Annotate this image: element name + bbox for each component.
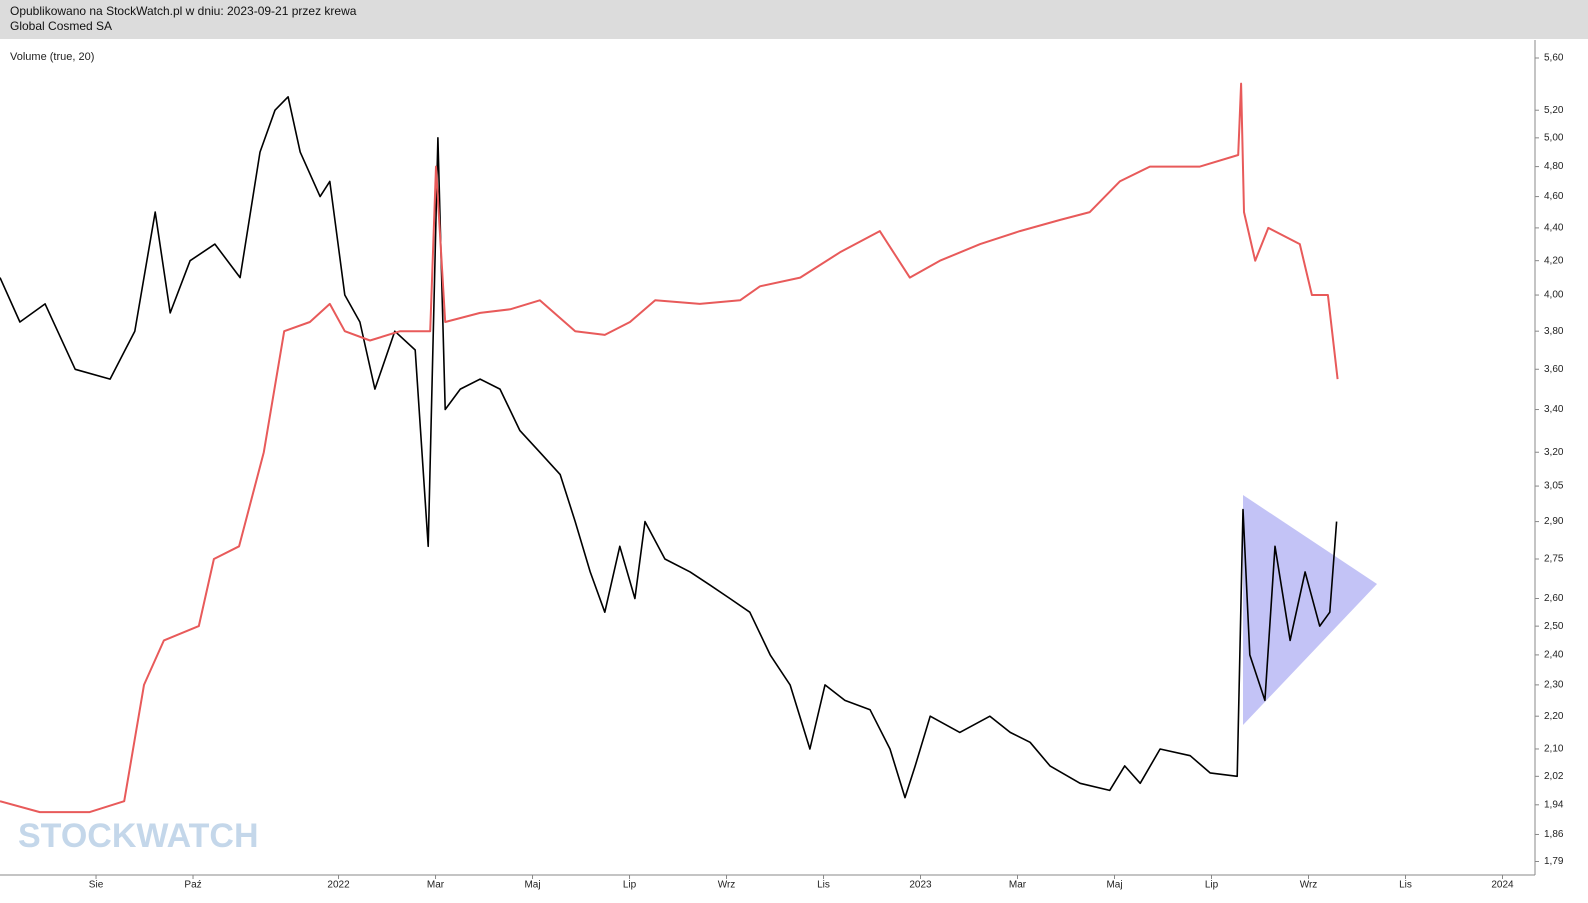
x-tick-label: Maj [524, 880, 540, 891]
watermark: STOCKWATCH [18, 817, 259, 855]
x-tick-label: 2023 [909, 880, 932, 891]
y-tick-label: 4,00 [1544, 290, 1564, 301]
y-tick-label: 5,00 [1544, 132, 1564, 143]
y-tick-label: 3,05 [1544, 481, 1564, 492]
y-tick-label: 3,60 [1544, 364, 1564, 375]
y-tick-label: 2,75 [1544, 554, 1564, 565]
published-note: Opublikowano na StockWatch.pl w dniu: 20… [10, 4, 357, 18]
y-tick-label: 5,60 [1544, 53, 1564, 64]
x-tick-label: Lip [623, 880, 637, 891]
y-tick-label: 3,40 [1544, 404, 1564, 415]
x-tick-label: Mar [427, 880, 445, 891]
price-line [0, 96, 1338, 799]
y-tick-label: 4,80 [1544, 161, 1564, 172]
y-tick-label: 1,94 [1544, 799, 1564, 810]
price-line [0, 82, 1339, 814]
y-tick-label: 2,60 [1544, 593, 1564, 604]
triangle-pattern [1243, 495, 1377, 725]
x-tick-label: Mar [1009, 880, 1027, 891]
instrument-name: Global Cosmed SA [10, 19, 112, 33]
x-tick-label: Lip [1205, 880, 1219, 891]
y-tick-label: 2,90 [1544, 516, 1564, 527]
x-tick-label: Wrz [718, 880, 736, 891]
y-tick-label: 4,20 [1544, 255, 1564, 266]
y-tick-label: 2,40 [1544, 650, 1564, 661]
y-tick-label: 2,10 [1544, 744, 1564, 755]
header-bar [0, 0, 1588, 39]
y-tick-label: 4,60 [1544, 191, 1564, 202]
y-tick-label: 2,30 [1544, 680, 1564, 691]
y-tick-label: 2,20 [1544, 711, 1564, 722]
x-tick-label: Maj [1106, 880, 1122, 891]
x-tick-label: Sie [89, 880, 104, 891]
x-tick-label: Lis [817, 880, 830, 891]
y-tick-label: 2,50 [1544, 621, 1564, 632]
volume-label: Volume (true, 20) [10, 51, 94, 63]
y-tick-label: 1,79 [1544, 856, 1564, 867]
y-tick-label: 3,20 [1544, 447, 1564, 458]
y-tick-label: 3,80 [1544, 326, 1564, 337]
y-tick-label: 5,20 [1544, 105, 1564, 116]
x-tick-label: Paź [184, 880, 201, 891]
x-tick-label: Wrz [1300, 880, 1318, 891]
y-tick-label: 1,86 [1544, 829, 1564, 840]
y-tick-label: 2,02 [1544, 771, 1564, 782]
y-tick-label: 4,40 [1544, 223, 1564, 234]
x-tick-label: 2024 [1491, 880, 1514, 891]
x-tick-label: Lis [1399, 880, 1412, 891]
x-tick-label: 2022 [327, 880, 350, 891]
